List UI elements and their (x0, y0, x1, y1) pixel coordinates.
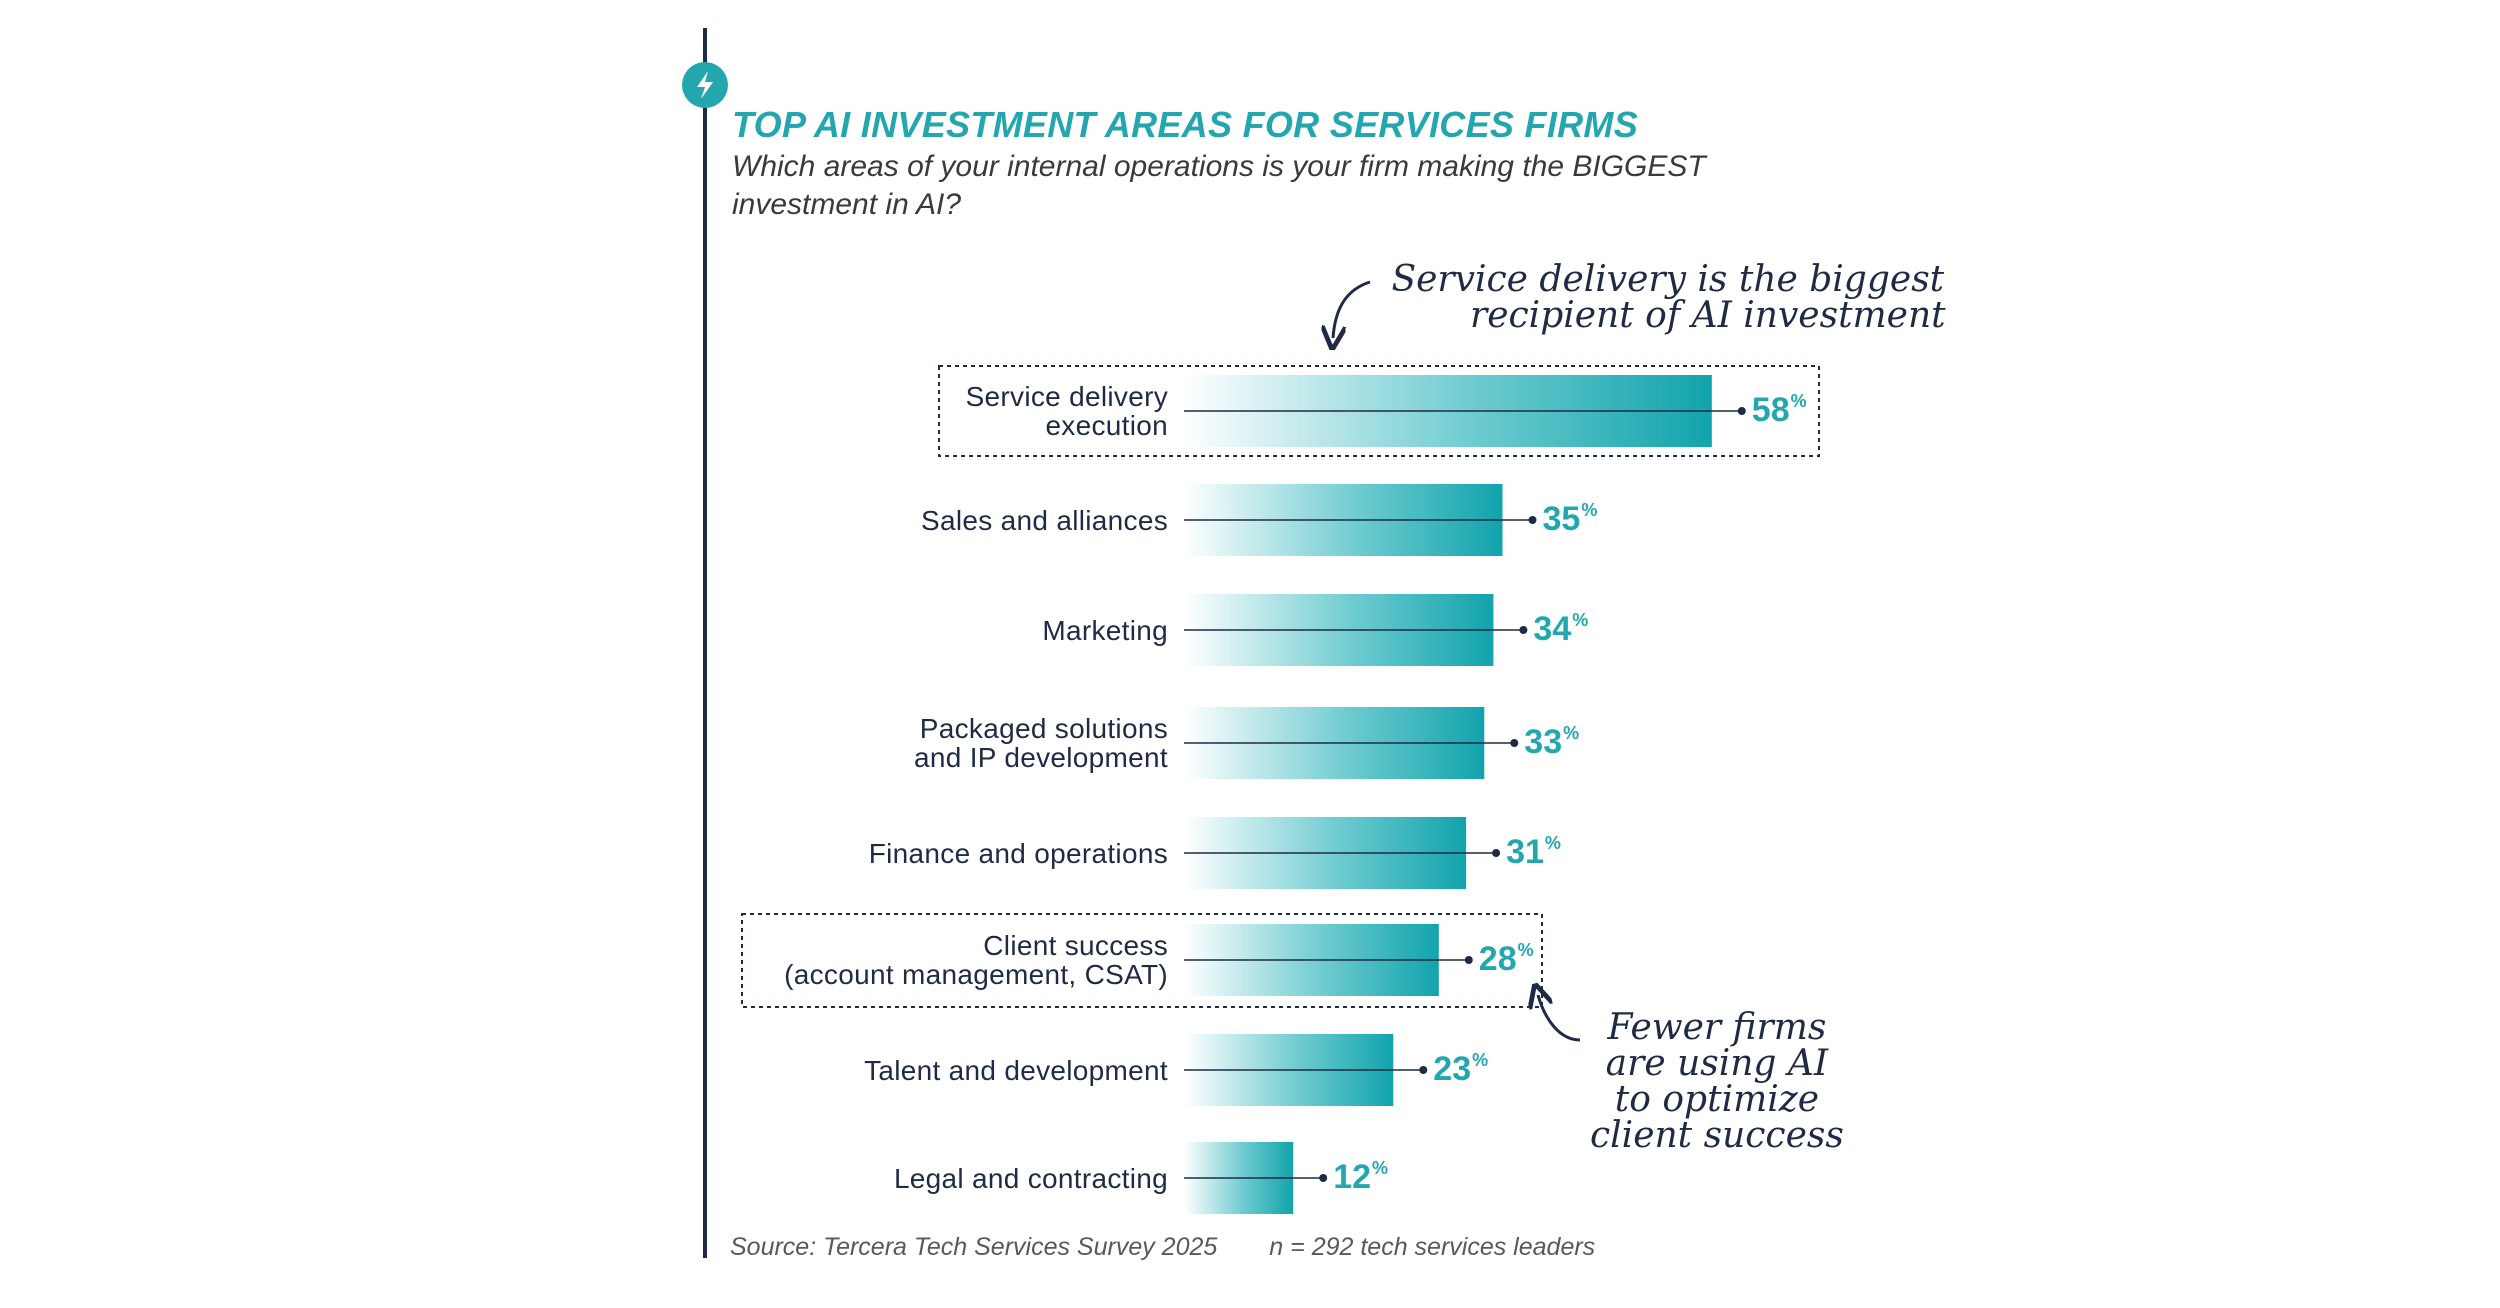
category-label-line: Legal and contracting (893, 1162, 1168, 1194)
value-label: 33% (1524, 723, 1579, 762)
value-label: 23% (1433, 1050, 1488, 1089)
annotation-arrow-bottom (1538, 995, 1581, 1042)
source-text: Source: Tercera Tech Services Survey 202… (730, 1233, 1218, 1261)
chart-title: TOP AI INVESTMENT AREAS FOR SERVICES FIR… (732, 104, 1639, 145)
percent-sign: % (1544, 833, 1561, 853)
category-label-line: Service delivery (965, 381, 1168, 412)
category-label-line: Client success (983, 930, 1168, 961)
category-label-line: Marketing (1042, 614, 1168, 646)
bar-end-dot (1528, 516, 1537, 524)
sample-size: n = 292 tech services leaders (1269, 1233, 1596, 1261)
category-label-line: Finance and operations (868, 837, 1168, 869)
category-label: Sales and alliances (921, 506, 1168, 535)
category-label-line: and IP development (914, 742, 1168, 773)
vertical-rule (703, 28, 707, 1258)
highlight-box (741, 913, 1543, 1008)
bar-end-dot (1319, 1174, 1328, 1182)
percent-sign: % (1372, 1158, 1389, 1178)
percent-sign: % (1572, 610, 1589, 630)
category-label-line: Talent and development (864, 1054, 1168, 1086)
value-label: 31% (1506, 833, 1561, 872)
bar-end-dot (1737, 407, 1746, 415)
category-label: Talent and development (864, 1056, 1168, 1085)
bar-end-dot (1464, 956, 1473, 964)
annotation-note-client: Fewer firms are using AI to optimize cli… (1590, 1007, 1844, 1156)
category-label: Service delivery execution (966, 382, 1168, 440)
bar-end-dot (1419, 1066, 1428, 1074)
category-label: Finance and operations (869, 839, 1168, 868)
percent-sign: % (1472, 1050, 1489, 1070)
value-label: 28% (1479, 940, 1534, 979)
percent-sign: % (1563, 723, 1580, 743)
category-label: Marketing (1042, 616, 1168, 645)
annotation-arrow-top (1333, 280, 1371, 338)
value-label: 34% (1533, 610, 1588, 649)
source-note: Source: Tercera Tech Services Survey 202… (730, 1233, 1595, 1262)
percent-sign: % (1581, 500, 1598, 520)
category-label-line: execution (1045, 410, 1168, 441)
value-number: 34 (1533, 610, 1572, 648)
value-number: 23 (1433, 1050, 1472, 1088)
bar-end-dot (1519, 626, 1528, 634)
value-label: 58% (1752, 391, 1807, 430)
value-number: 31 (1506, 833, 1544, 871)
value-number: 33 (1524, 723, 1563, 761)
annotation-note-service: Service delivery is the biggest recipien… (1391, 259, 1946, 336)
percent-sign: % (1517, 940, 1534, 960)
category-label-line: Packaged solutions (919, 713, 1168, 744)
bar-end-dot (1492, 849, 1501, 857)
value-number: 28 (1478, 940, 1517, 978)
category-label-line: (account management, CSAT) (784, 959, 1168, 990)
value-label: 12% (1333, 1158, 1388, 1197)
value-number: 35 (1542, 500, 1581, 538)
category-label: Client success (account management, CSAT) (784, 931, 1168, 989)
chart-subtitle: Which areas of your internal operations … (732, 150, 1706, 221)
lightning-bolt-icon (682, 62, 728, 108)
value-label: 35% (1543, 500, 1598, 539)
category-label: Packaged solutions and IP development (914, 714, 1168, 772)
category-label: Legal and contracting (894, 1164, 1168, 1193)
highlight-box (938, 365, 1820, 457)
value-number: 58 (1751, 391, 1790, 429)
value-number: 12 (1333, 1158, 1372, 1196)
category-label-line: Sales and alliances (921, 504, 1168, 536)
bar-end-dot (1510, 739, 1519, 747)
percent-sign: % (1790, 391, 1807, 411)
